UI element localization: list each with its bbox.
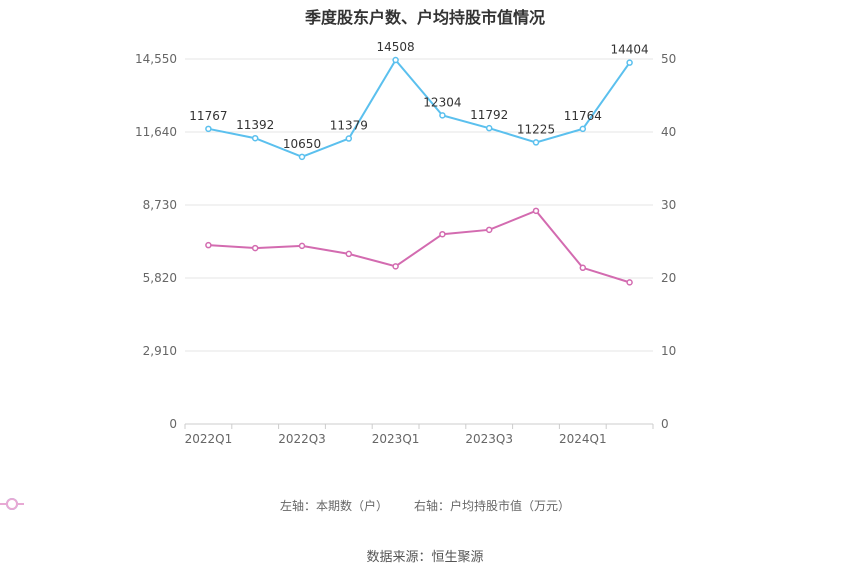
data-label: 10650	[283, 137, 321, 151]
left-y-tick-label: 8,730	[143, 198, 177, 212]
data-point-right	[205, 241, 212, 249]
left-y-tick-label: 0	[169, 417, 177, 431]
data-label: 11764	[564, 109, 602, 123]
series-line-left	[208, 58, 631, 158]
data-point-left	[205, 125, 212, 133]
legend-label-left-series: 左轴：本期数（户）	[279, 499, 388, 513]
right-y-tick-label: 0	[661, 417, 669, 431]
legend-label-right-series: 右轴：户均持股市值（万元）	[414, 499, 571, 513]
x-tick-label: 2023Q1	[372, 432, 420, 446]
data-point-right	[392, 263, 399, 270]
data-label: 12304	[423, 95, 461, 109]
series-line-right	[208, 209, 630, 284]
data-point-right	[251, 244, 259, 252]
data-label: 14508	[377, 40, 415, 54]
data-point-right	[626, 279, 633, 286]
right-y-tick-label: 10	[661, 344, 676, 358]
data-point-right	[439, 230, 446, 238]
data-point-left	[532, 139, 540, 146]
data-point-left	[298, 153, 306, 161]
right-y-tick-label: 30	[661, 198, 676, 212]
chart-title: 季度股东户数、户均持股市值情况	[304, 8, 545, 27]
right-y-tick-label: 20	[661, 271, 676, 285]
data-point-right	[298, 242, 306, 250]
data-label: 11767	[189, 109, 227, 123]
data-label: 11379	[330, 119, 368, 133]
chart-svg: 0 2,910 5,820 8,730 11,640 14,550 0 10 20 30 40 50 2…	[135, 40, 676, 446]
data-point-right	[345, 250, 353, 258]
left-y-tick-label: 11,640	[135, 125, 177, 139]
data-label: 14404	[611, 43, 649, 57]
legend: 左轴：本期数（户） 右轴：户均持股市值（万元）	[0, 497, 850, 514]
right-y-tick-label: 50	[661, 52, 676, 66]
legend-item-right-series[interactable]: 右轴：户均持股市值（万元）	[0, 497, 571, 514]
data-label: 11225	[517, 122, 555, 136]
data-point-left	[251, 134, 259, 142]
data-point-left	[579, 125, 587, 133]
x-tick-label: 2024Q1	[559, 432, 607, 446]
left-y-tick-label: 2,910	[143, 344, 177, 358]
data-point-left	[392, 56, 399, 64]
x-tick-label: 2022Q3	[278, 432, 326, 446]
data-point-right	[532, 207, 540, 215]
data-point-left	[485, 124, 493, 132]
data-point-left	[345, 135, 353, 142]
x-tick-label: 2022Q1	[185, 432, 233, 446]
data-point-right	[579, 264, 587, 272]
legend-item-left-series[interactable]: 左轴：本期数（户）	[0, 497, 388, 514]
data-point-left	[626, 59, 633, 66]
right-y-tick-label: 40	[661, 125, 676, 139]
data-point-right	[485, 226, 493, 234]
data-label: 11392	[236, 118, 274, 132]
data-label: 11792	[470, 108, 508, 122]
legend-marker-right-icon	[0, 498, 24, 510]
left-y-tick-label: 14,550	[135, 52, 177, 66]
x-tick-label: 2023Q3	[465, 432, 513, 446]
data-point-left	[439, 112, 446, 119]
data-source: 数据来源：恒生聚源	[366, 550, 484, 565]
left-y-tick-label: 5,820	[143, 271, 177, 285]
